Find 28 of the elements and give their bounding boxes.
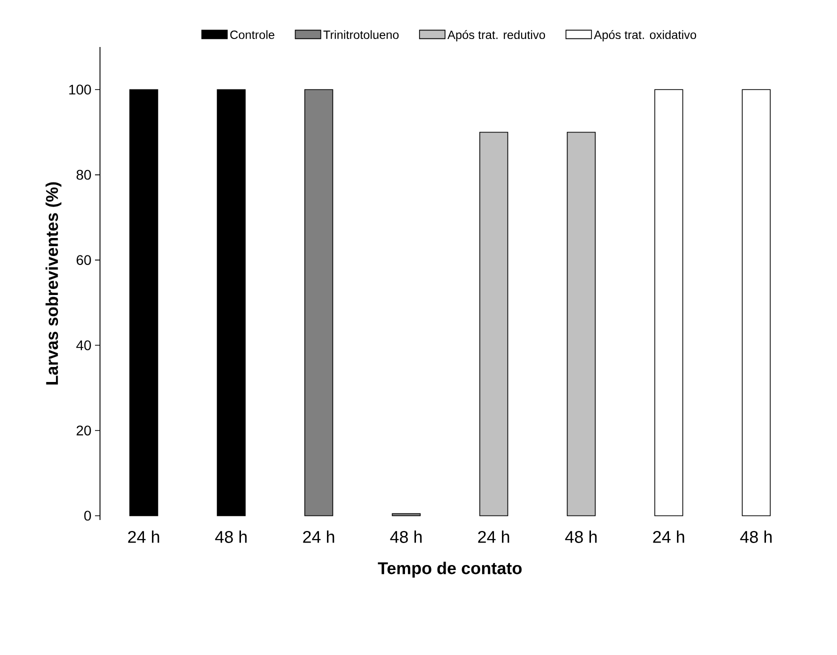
bar <box>654 89 684 516</box>
bar <box>216 89 246 516</box>
legend-label: Controle <box>230 30 274 39</box>
bar <box>566 132 596 516</box>
x-tick-label: 24 h <box>478 530 510 543</box>
y-tick-label: 60 <box>76 255 91 265</box>
bar <box>129 89 158 516</box>
x-tick-label: 24 h <box>653 530 684 543</box>
y-tick-label: 100 <box>69 84 91 95</box>
bar <box>304 89 334 516</box>
x-tick-label: 48 h <box>390 530 422 543</box>
y-tick-label: 20 <box>76 426 91 436</box>
y-axis-title: Larvas sobreviventes (%) <box>46 182 62 384</box>
x-tick-label: 24 h <box>128 530 160 543</box>
legend-label: Trinitrotolueno <box>323 30 399 39</box>
y-tick-label: 0 <box>84 510 91 521</box>
bar <box>392 513 421 516</box>
x-tick-label: 48 h <box>740 530 772 543</box>
legend-label: Após trat. oxidativo <box>594 30 696 42</box>
y-tick-label: 40 <box>76 340 91 350</box>
x-tick-label: 24 h <box>303 530 334 543</box>
x-tick-label: 48 h <box>565 530 597 543</box>
legend-label: Após trat. redutivo <box>447 30 546 42</box>
x-axis-title: Tempo de contato <box>378 562 522 578</box>
bar <box>742 89 771 516</box>
y-tick-label: 80 <box>76 170 91 180</box>
x-tick-label: 48 h <box>215 530 247 543</box>
bar <box>479 132 508 516</box>
